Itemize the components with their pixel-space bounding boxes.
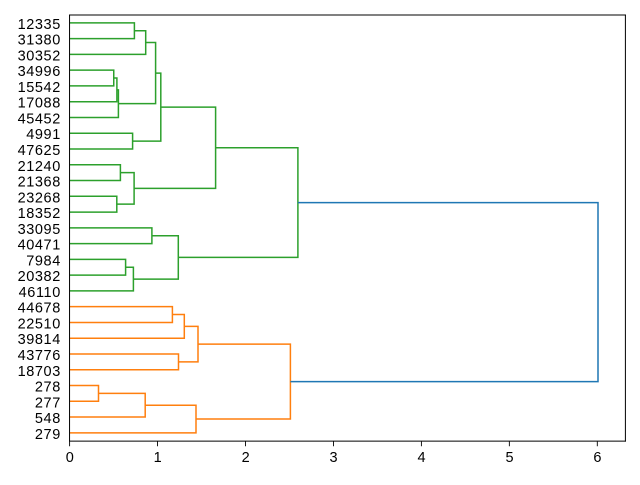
svg-text:4: 4 (418, 450, 426, 466)
svg-text:44678: 44678 (18, 301, 61, 317)
svg-text:46110: 46110 (19, 285, 61, 301)
svg-text:5: 5 (505, 450, 513, 466)
svg-text:43776: 43776 (18, 348, 61, 364)
svg-text:34996: 34996 (18, 64, 61, 80)
svg-text:31380: 31380 (18, 33, 61, 49)
svg-text:3: 3 (330, 450, 338, 466)
svg-text:45452: 45452 (18, 111, 61, 127)
svg-text:30352: 30352 (18, 48, 61, 64)
svg-text:548: 548 (35, 411, 61, 427)
svg-text:279: 279 (35, 427, 61, 443)
svg-text:2: 2 (242, 450, 250, 466)
svg-text:278: 278 (35, 380, 61, 396)
svg-text:40471: 40471 (18, 238, 61, 254)
svg-text:47625: 47625 (18, 143, 61, 159)
svg-text:4991: 4991 (26, 127, 61, 143)
svg-text:21368: 21368 (18, 175, 61, 191)
svg-text:21240: 21240 (18, 159, 61, 175)
svg-text:20382: 20382 (18, 269, 61, 285)
svg-text:17088: 17088 (18, 96, 61, 112)
svg-text:23268: 23268 (18, 190, 61, 206)
svg-text:18352: 18352 (18, 206, 61, 222)
svg-text:7984: 7984 (26, 253, 61, 269)
svg-text:0: 0 (66, 450, 74, 466)
svg-text:15542: 15542 (18, 80, 61, 96)
svg-text:22510: 22510 (18, 316, 61, 332)
svg-text:1: 1 (154, 450, 162, 466)
svg-text:277: 277 (35, 395, 61, 411)
svg-text:12335: 12335 (18, 17, 61, 33)
svg-text:18703: 18703 (18, 364, 61, 380)
svg-text:39814: 39814 (18, 332, 61, 348)
svg-text:33095: 33095 (18, 222, 61, 238)
svg-text:6: 6 (593, 450, 601, 466)
